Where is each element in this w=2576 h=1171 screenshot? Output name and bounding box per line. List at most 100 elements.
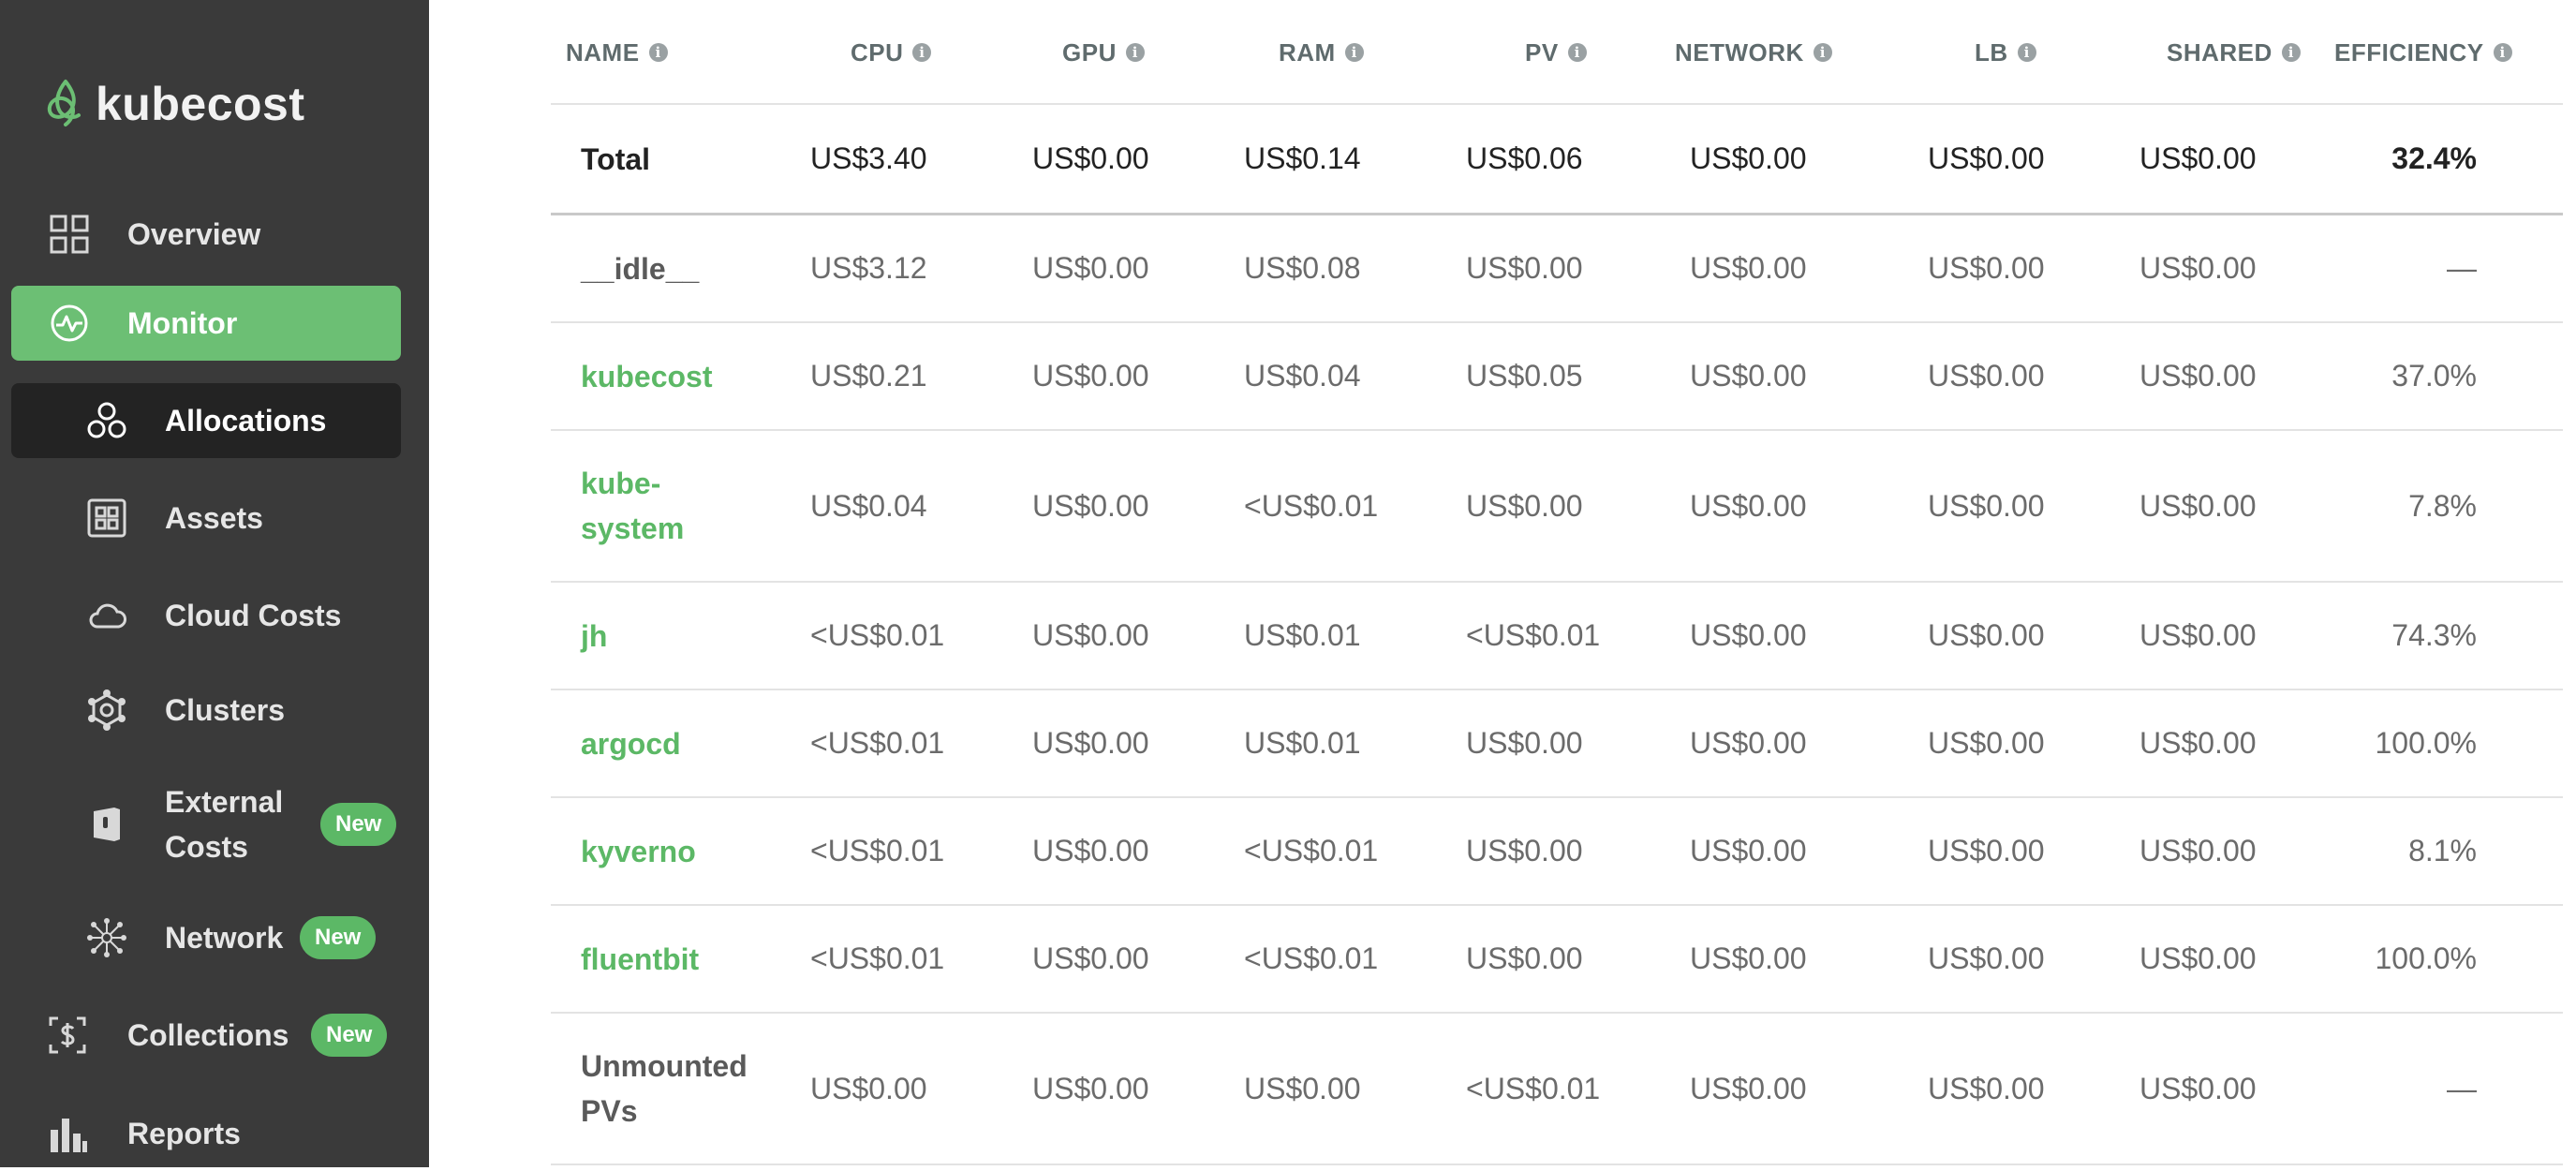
nav-allocations-label: Allocations bbox=[165, 403, 327, 437]
info-icon[interactable]: i bbox=[912, 43, 932, 62]
brand-name: kubecost bbox=[96, 78, 305, 130]
grid-icon bbox=[47, 212, 92, 257]
nav-overview[interactable]: Overview bbox=[11, 197, 401, 272]
nav-clusters[interactable]: Clusters bbox=[11, 673, 401, 748]
nav-cloud-costs[interactable]: Cloud Costs bbox=[11, 578, 401, 653]
header-name[interactable]: NAME i bbox=[566, 0, 668, 105]
header-lb[interactable]: LB i bbox=[1975, 0, 2036, 105]
cell-gpu: US$0.00 bbox=[1032, 618, 1149, 652]
external-costs-icon bbox=[84, 802, 129, 847]
cell-efficiency: 100.0% bbox=[2375, 941, 2477, 975]
cell-gpu: US$0.00 bbox=[1032, 141, 1149, 175]
cell-gpu: US$0.00 bbox=[1032, 359, 1149, 393]
cell-pv: US$0.00 bbox=[1466, 941, 1583, 975]
cell-cpu: <US$0.01 bbox=[810, 726, 945, 760]
cell-cpu: US$0.04 bbox=[810, 488, 927, 523]
cell-network: US$0.00 bbox=[1690, 488, 1807, 523]
info-icon[interactable]: i bbox=[2017, 43, 2036, 62]
table-row[interactable]: Unmounted PVs US$0.00 US$0.00 US$0.00 <U… bbox=[551, 1014, 2563, 1165]
cell-cpu: <US$0.01 bbox=[810, 618, 945, 652]
header-ram[interactable]: RAM i bbox=[1279, 0, 1364, 105]
info-icon[interactable]: i bbox=[1344, 43, 1364, 62]
table-row-total: Total US$3.40 US$0.00 US$0.14 US$0.06 US… bbox=[551, 105, 2563, 215]
info-icon[interactable]: i bbox=[2281, 43, 2301, 62]
cell-ram: US$0.01 bbox=[1244, 618, 1361, 652]
info-icon[interactable]: i bbox=[1125, 43, 1145, 62]
bar-chart-icon bbox=[45, 1111, 90, 1156]
nav-collections[interactable]: Collections New bbox=[11, 998, 401, 1073]
table-header-row: NAME i CPU i GPU i RAM i PV i NETWORK i LB i SH… bbox=[551, 0, 2563, 105]
info-icon[interactable]: i bbox=[1567, 43, 1587, 62]
cell-lb: US$0.00 bbox=[1928, 618, 2045, 652]
nav-assets[interactable]: Assets bbox=[11, 481, 401, 556]
cell-network: US$0.00 bbox=[1690, 726, 1807, 760]
cell-pv: <US$0.01 bbox=[1466, 618, 1601, 652]
table-row[interactable]: argocd <US$0.01 US$0.00 US$0.01 US$0.00 … bbox=[551, 690, 2563, 798]
cell-cpu: <US$0.01 bbox=[810, 834, 945, 867]
cell-pv: US$0.00 bbox=[1466, 834, 1583, 867]
info-icon[interactable]: i bbox=[1813, 43, 1832, 62]
cell-name-link[interactable]: argocd bbox=[581, 726, 681, 761]
cell-ram: <US$0.01 bbox=[1244, 488, 1379, 523]
table-row[interactable]: kyverno <US$0.01 US$0.00 <US$0.01 US$0.0… bbox=[551, 798, 2563, 906]
cell-lb: US$0.00 bbox=[1928, 941, 2045, 975]
nav-reports-label: Reports bbox=[127, 1116, 241, 1150]
cell-name-link[interactable]: kubecost bbox=[581, 359, 713, 393]
collections-dollar-icon bbox=[45, 1013, 90, 1058]
cell-pv: US$0.05 bbox=[1466, 359, 1583, 393]
cell-gpu: US$0.00 bbox=[1032, 488, 1149, 523]
cell-efficiency: 37.0% bbox=[2391, 359, 2477, 393]
header-efficiency[interactable]: EFFICIENCY i bbox=[2334, 0, 2512, 105]
nav-external-costs[interactable]: External Costs New bbox=[11, 778, 401, 871]
info-icon[interactable]: i bbox=[648, 43, 668, 62]
new-badge: New bbox=[320, 803, 397, 846]
cell-network: US$0.00 bbox=[1690, 141, 1807, 175]
nav-allocations[interactable]: Allocations bbox=[11, 383, 401, 458]
nav-cloud-costs-label: Cloud Costs bbox=[165, 598, 342, 632]
cell-network: US$0.00 bbox=[1690, 251, 1807, 285]
cell-pv: US$0.00 bbox=[1466, 251, 1583, 285]
cell-name: __idle__ bbox=[581, 251, 700, 286]
cell-gpu: US$0.00 bbox=[1032, 251, 1149, 285]
cell-shared: US$0.00 bbox=[2139, 726, 2257, 760]
cell-shared: US$0.00 bbox=[2139, 359, 2257, 393]
cell-efficiency: 32.4% bbox=[2391, 141, 2477, 175]
cell-efficiency: 100.0% bbox=[2375, 726, 2477, 760]
cell-gpu: US$0.00 bbox=[1032, 941, 1149, 975]
cell-name-link[interactable]: fluentbit bbox=[581, 941, 700, 976]
info-icon[interactable]: i bbox=[2493, 43, 2512, 62]
header-cpu[interactable]: CPU i bbox=[851, 0, 932, 105]
cell-shared: US$0.00 bbox=[2139, 488, 2257, 523]
table-row[interactable]: __idle__ US$3.12 US$0.00 US$0.08 US$0.00… bbox=[551, 215, 2563, 323]
cell-ram: US$0.01 bbox=[1244, 726, 1361, 760]
cell-efficiency: 7.8% bbox=[2408, 488, 2477, 523]
cell-lb: US$0.00 bbox=[1928, 141, 2045, 175]
header-pv[interactable]: PV i bbox=[1525, 0, 1587, 105]
cell-ram: US$0.00 bbox=[1244, 1071, 1361, 1105]
cell-name-link[interactable]: kube-system bbox=[581, 467, 685, 545]
table-row[interactable]: kube-system US$0.04 US$0.00 <US$0.01 US$… bbox=[551, 431, 2563, 583]
cell-pv: US$0.06 bbox=[1466, 141, 1583, 175]
cell-name: Unmounted PVs bbox=[581, 1049, 748, 1128]
cell-shared: US$0.00 bbox=[2139, 618, 2257, 652]
nav-clusters-label: Clusters bbox=[165, 692, 286, 727]
nav-monitor-label: Monitor bbox=[127, 305, 238, 340]
cell-pv: US$0.00 bbox=[1466, 488, 1583, 523]
table-row[interactable]: jh <US$0.01 US$0.00 US$0.01 <US$0.01 US$… bbox=[551, 583, 2563, 690]
nav-reports[interactable]: Reports bbox=[11, 1096, 401, 1171]
cell-name-link[interactable]: jh bbox=[581, 618, 608, 653]
table-row[interactable]: kubecost US$0.21 US$0.00 US$0.04 US$0.05… bbox=[551, 323, 2563, 431]
header-gpu[interactable]: GPU i bbox=[1062, 0, 1145, 105]
cell-efficiency: 8.1% bbox=[2408, 834, 2477, 867]
header-network[interactable]: NETWORK i bbox=[1675, 0, 1832, 105]
cell-name-link[interactable]: kyverno bbox=[581, 834, 696, 868]
cell-ram: US$0.14 bbox=[1244, 141, 1361, 175]
cell-ram: <US$0.01 bbox=[1244, 834, 1379, 867]
cell-shared: US$0.00 bbox=[2139, 1071, 2257, 1105]
header-shared[interactable]: SHARED i bbox=[2167, 0, 2301, 105]
nav-monitor[interactable]: Monitor bbox=[11, 286, 401, 361]
cell-ram: <US$0.01 bbox=[1244, 941, 1379, 975]
kubecost-logo[interactable]: kubecost bbox=[45, 77, 305, 131]
table-row[interactable]: fluentbit <US$0.01 US$0.00 <US$0.01 US$0… bbox=[551, 906, 2563, 1014]
nav-network[interactable]: Network New bbox=[11, 900, 401, 975]
